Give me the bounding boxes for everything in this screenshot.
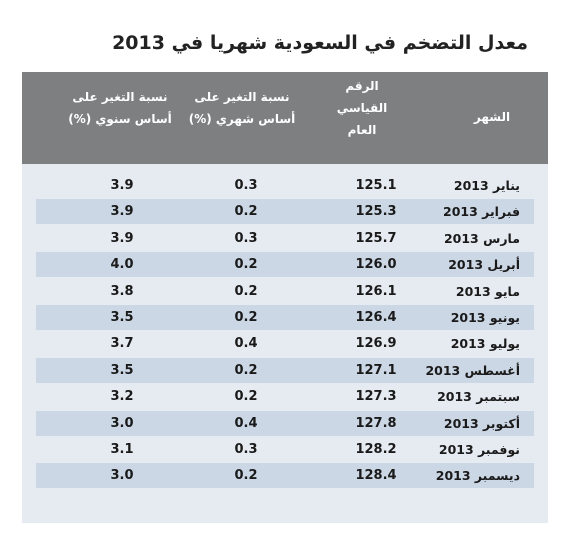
header-index-line1: الرقم <box>345 79 379 93</box>
cell-month: نوفمبر 2013 <box>438 441 520 457</box>
cell-month: يوليو 2013 <box>450 336 520 352</box>
cell-annual-change: 3.1 <box>110 441 134 457</box>
cell-annual-change: 3.9 <box>110 178 134 193</box>
cell-index: 125.3 <box>355 204 397 220</box>
header-index: الرقم القياسي العام <box>322 75 402 141</box>
header-month: الشهر <box>442 106 542 128</box>
table-row: سبتمبر 2013 127.3 0.2 3.2 <box>36 384 534 410</box>
table-row: يونيو 2013 126.4 0.2 3.5 <box>36 304 534 331</box>
cell-monthly-change: 0.2 <box>234 257 258 273</box>
cell-annual-change: 3.5 <box>110 309 134 325</box>
cell-month: مارس 2013 <box>443 230 520 246</box>
cell-index: 125.1 <box>355 178 397 193</box>
row-shade <box>36 357 534 383</box>
table-row: مارس 2013 125.7 0.3 3.9 <box>36 226 534 252</box>
row-shade <box>36 199 534 225</box>
header-mom-line2: أساس شهري (%) <box>188 112 296 126</box>
header-mom-line1: نسبة التغير على <box>194 90 290 104</box>
header-index-line3: العام <box>347 123 377 137</box>
cell-index: 126.1 <box>355 283 397 299</box>
cell-annual-change: 3.8 <box>110 283 134 299</box>
cell-index: 128.2 <box>355 441 397 457</box>
cell-index: 126.0 <box>355 257 397 273</box>
cell-month: مايو 2013 <box>455 283 520 299</box>
cell-month: أبريل 2013 <box>448 257 520 273</box>
cell-monthly-change: 0.2 <box>234 362 258 378</box>
cell-month: سبتمبر 2013 <box>437 389 520 405</box>
cell-monthly-change: 0.4 <box>234 336 258 352</box>
table-row: فبراير 2013 125.3 0.2 3.9 <box>36 199 534 225</box>
table-row: أغسطس 2013 127.1 0.2 3.5 <box>36 357 534 384</box>
cell-index: 125.7 <box>355 230 397 246</box>
cell-index: 127.3 <box>355 389 397 405</box>
cell-monthly-change: 0.3 <box>234 178 258 193</box>
cell-month: أكتوبر 2013 <box>443 415 520 431</box>
table-row: يناير 2013 125.1 0.3 3.9 <box>36 173 534 199</box>
cell-annual-change: 3.5 <box>110 362 134 378</box>
cell-annual-change: 3.9 <box>110 230 134 246</box>
table-row: مايو 2013 126.1 0.2 3.8 <box>36 279 534 305</box>
header-index-line2: القياسي <box>336 101 388 115</box>
table-row: أكتوبر 2013 127.8 0.4 3.0 <box>36 410 534 437</box>
cell-monthly-change: 0.3 <box>234 230 258 246</box>
row-shade <box>36 463 534 489</box>
row-shade <box>36 304 534 330</box>
cell-month: يونيو 2013 <box>450 309 520 325</box>
table-body: يناير 2013 125.1 0.3 3.9 فبراير 2013 125.3 0.2… <box>36 173 534 490</box>
row-shade <box>36 252 534 278</box>
cell-month: أغسطس 2013 <box>425 362 520 378</box>
table-row: أبريل 2013 126.0 0.2 4.0 <box>36 252 534 278</box>
table-row: يوليو 2013 126.9 0.4 3.7 <box>36 331 534 357</box>
table-title: معدل التضخم في السعودية شهريا في 2013 <box>112 32 528 54</box>
cell-index: 126.4 <box>355 309 397 325</box>
table-row: ديسمبر 2013 128.4 0.2 3.0 <box>36 463 534 489</box>
cell-index: 127.1 <box>355 362 397 378</box>
cell-annual-change: 3.2 <box>110 389 134 405</box>
title-box <box>22 18 548 72</box>
header-yoy-line1: نسبة التغير على <box>72 90 168 104</box>
cell-monthly-change: 0.2 <box>234 468 258 484</box>
cell-monthly-change: 0.2 <box>234 389 258 405</box>
cell-annual-change: 3.9 <box>110 204 134 220</box>
cell-index: 127.8 <box>355 415 397 431</box>
cell-annual-change: 3.0 <box>110 415 134 431</box>
cell-index: 126.9 <box>355 336 397 352</box>
header-monthly-change: نسبة التغير على أساس شهري (%) <box>182 86 302 130</box>
row-shade <box>36 410 534 436</box>
table-header: الشهر الرقم القياسي العام نسبة التغير عل… <box>22 72 548 164</box>
cell-index: 128.4 <box>355 468 397 484</box>
cell-annual-change: 3.0 <box>110 468 134 484</box>
cell-month: ديسمبر 2013 <box>435 468 520 484</box>
header-month-label: الشهر <box>473 110 511 124</box>
header-annual-change: نسبة التغير على أساس سنوي (%) <box>60 86 180 130</box>
cell-monthly-change: 0.2 <box>234 204 258 220</box>
table-row: نوفمبر 2013 128.2 0.3 3.1 <box>36 437 534 463</box>
cell-annual-change: 3.7 <box>110 336 134 352</box>
cell-annual-change: 4.0 <box>110 257 134 273</box>
header-yoy-line2: أساس سنوي (%) <box>68 112 172 126</box>
cell-monthly-change: 0.4 <box>234 415 258 431</box>
cell-monthly-change: 0.2 <box>234 309 258 325</box>
cell-monthly-change: 0.2 <box>234 283 258 299</box>
cell-month: فبراير 2013 <box>443 204 520 220</box>
cell-month: يناير 2013 <box>453 178 520 193</box>
cell-monthly-change: 0.3 <box>234 441 258 457</box>
